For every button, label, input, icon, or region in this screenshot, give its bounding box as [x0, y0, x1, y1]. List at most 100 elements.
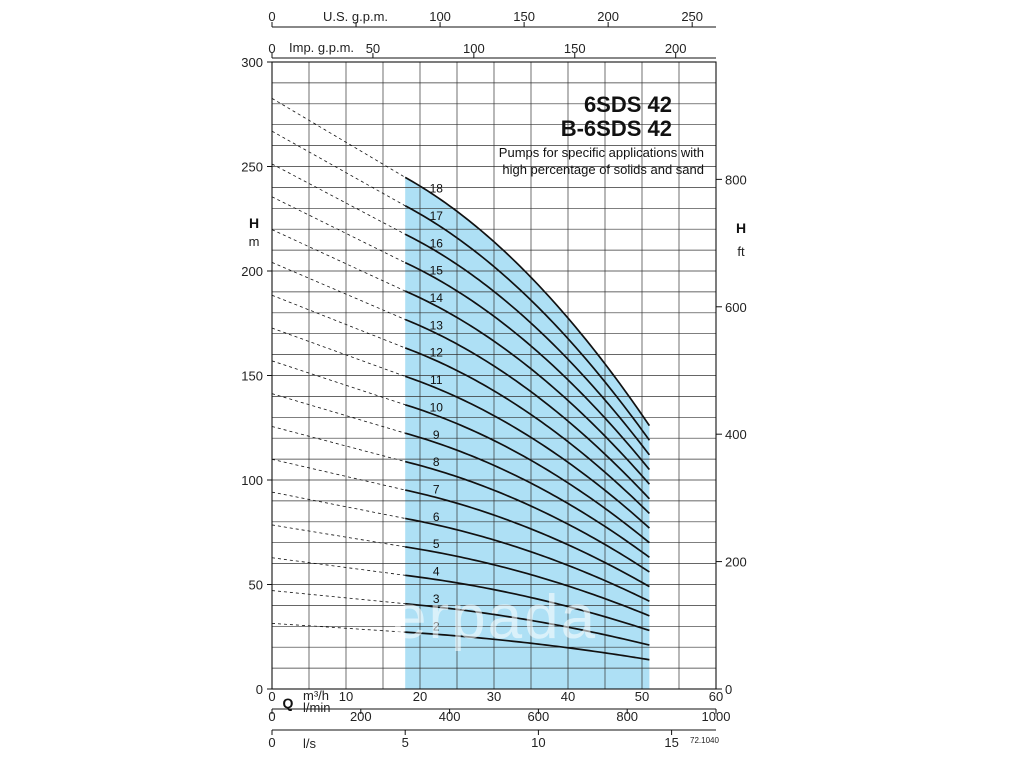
curve-label-8: 8	[433, 455, 440, 469]
y-right-tick-label: 800	[725, 172, 747, 187]
operating-area-fill	[405, 177, 650, 689]
x-tick-label-m3h: 60	[709, 689, 723, 704]
curve-16	[404, 233, 651, 456]
dashed-curve-16	[271, 163, 406, 235]
curve-labels: 2 3 4 5 6 7 8 9 10 11 12 13 14 15 16 17 18	[430, 182, 444, 634]
impgpm-tick-label: 0	[268, 41, 275, 56]
y-left-unit: m	[249, 234, 260, 249]
x-label: Q	[283, 695, 294, 711]
shutoff-dashed-lines	[271, 98, 406, 633]
dashed-curve-17	[271, 130, 406, 207]
lmin-tick-label: 1000	[702, 709, 731, 724]
dashed-curve-8	[271, 426, 406, 462]
impgpm-tick-label: 150	[564, 41, 586, 56]
ls-tick-label: 5	[402, 735, 409, 750]
dashed-curve-2	[271, 622, 406, 633]
usgpm-tick-label: 250	[681, 9, 703, 24]
curves	[404, 176, 651, 661]
curve-4	[405, 574, 650, 632]
curve-17	[404, 205, 651, 441]
lmin-tick-label: 600	[528, 709, 550, 724]
x-tick-label-m3h: 30	[487, 689, 501, 704]
curve-label-9: 9	[433, 428, 440, 442]
watermark: erpada	[392, 583, 597, 652]
curve-label-5: 5	[433, 537, 440, 551]
chart-title-2: B-6SDS 42	[561, 116, 672, 141]
curve-label-16: 16	[430, 236, 444, 250]
curve-label-4: 4	[433, 565, 440, 579]
y-left-tick-label: 300	[241, 55, 263, 70]
y-right-tick-label: 600	[725, 300, 747, 315]
curve-18	[404, 176, 651, 427]
dashed-curve-14	[271, 229, 406, 292]
x-tick-label-m3h: 20	[413, 689, 427, 704]
curve-label-3: 3	[433, 592, 440, 606]
lmin-tick-label: 400	[439, 709, 461, 724]
curve-12	[404, 347, 650, 515]
usgpm-tick-label: 200	[597, 9, 619, 24]
dashed-curve-4	[271, 557, 406, 576]
usgpm-tick-label: 0	[268, 9, 275, 24]
curve-6	[405, 517, 650, 602]
y-right-tick-label: 200	[725, 555, 747, 570]
x-tick-label-m3h: 50	[635, 689, 649, 704]
curve-13	[404, 318, 651, 500]
curve-label-7: 7	[433, 482, 440, 496]
x-unit-m3h: m³/h	[303, 688, 329, 703]
curve-5	[405, 546, 650, 617]
x-tick-label-m3h: 0	[268, 689, 275, 704]
curve-label-6: 6	[433, 510, 440, 524]
chart-subtitle-1: Pumps for specific applications with	[499, 145, 704, 160]
x-tick-label-m3h: 40	[561, 689, 575, 704]
usgpm-tick-label: 150	[513, 9, 535, 24]
dashed-curve-13	[271, 262, 406, 320]
y-left-tick-label: 200	[241, 264, 263, 279]
ls-tick-label: 10	[531, 735, 545, 750]
curve-label-12: 12	[430, 346, 444, 360]
curve-label-10: 10	[430, 400, 444, 414]
lmin-tick-label: 200	[350, 709, 372, 724]
footnote: 72.1040	[690, 736, 719, 745]
curve-9	[404, 432, 650, 559]
dashed-curve-5	[271, 524, 406, 548]
y-left-tick-label: 250	[241, 160, 263, 175]
curve-15	[404, 261, 651, 471]
curve-11	[404, 375, 650, 529]
y-right-label: H	[736, 220, 746, 236]
dashed-curve-3	[271, 590, 406, 605]
y-left-label: H	[249, 215, 259, 231]
impgpm-tick-label: 100	[463, 41, 485, 56]
x-unit-lmin: l/min	[303, 700, 330, 715]
curve-label-15: 15	[430, 264, 444, 278]
lmin-tick-label: 0	[268, 709, 275, 724]
y-right-tick-label: 400	[725, 427, 747, 442]
curve-label-11: 11	[430, 373, 443, 387]
operating-range-area	[405, 177, 650, 689]
x-unit-ls: l/s	[303, 736, 317, 751]
curve-label-14: 14	[430, 291, 444, 305]
curve-8	[404, 460, 650, 573]
curve-label-18: 18	[430, 182, 444, 196]
dashed-curve-10	[271, 360, 406, 406]
impgpm-tick-label: 200	[665, 41, 687, 56]
dashed-curve-12	[271, 294, 406, 349]
chart-text: 6SDS 42 B-6SDS 42 Pumps for specific app…	[249, 9, 746, 751]
y-right-tick-label: 0	[725, 682, 732, 697]
dashed-curve-18	[271, 98, 406, 178]
curve-14	[404, 290, 651, 485]
x-tick-label-m3h: 10	[339, 689, 353, 704]
dashed-curve-7	[271, 458, 406, 491]
curve-label-2: 2	[433, 619, 440, 633]
dashed-curve-6	[271, 491, 406, 519]
curve-label-17: 17	[430, 209, 444, 223]
top-axis-usgpm-label: U.S. g.p.m.	[323, 9, 388, 24]
impgpm-tick-label: 50	[366, 41, 380, 56]
curve-7	[405, 489, 650, 588]
lmin-tick-label: 800	[616, 709, 638, 724]
curve-2	[405, 631, 650, 661]
curve-3	[405, 602, 650, 646]
grid	[271, 61, 717, 690]
